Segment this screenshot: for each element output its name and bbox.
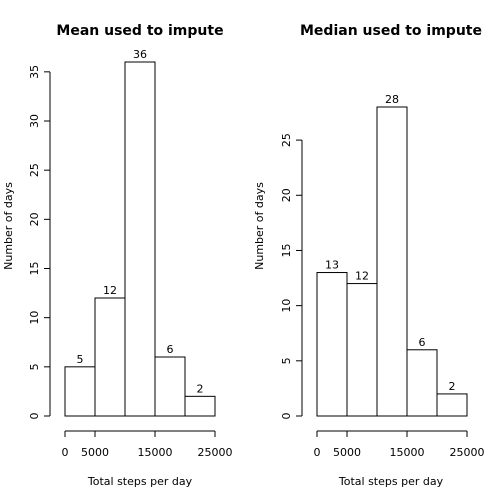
- x-tick-label: 25000: [198, 446, 233, 459]
- y-tick-label: 20: [280, 188, 293, 202]
- x-tick-label: 0: [314, 446, 321, 459]
- x-tick-label: 15000: [390, 446, 425, 459]
- histogram-bar: [316, 272, 348, 417]
- y-tick-label: 5: [280, 357, 293, 364]
- bar-data-label: 13: [325, 259, 339, 272]
- bar-data-label: 5: [77, 353, 84, 366]
- y-tick-label: 0: [28, 413, 41, 420]
- y-tick-label: 35: [28, 65, 41, 79]
- x-axis-label: Total steps per day: [87, 475, 193, 488]
- y-tick-label: 5: [28, 363, 41, 370]
- histogram-bar: [376, 106, 408, 417]
- y-tick-label: 15: [280, 243, 293, 257]
- y-axis-label: Number of days: [253, 182, 266, 270]
- y-tick-label: 20: [28, 212, 41, 226]
- mean-imputed-histogram: Mean used to impute Total steps per day …: [2, 23, 233, 488]
- bar-data-label: 12: [103, 284, 117, 297]
- y-tick-label: 25: [280, 133, 293, 147]
- y-tick-label: 30: [28, 114, 41, 128]
- y-tick-label: 25: [28, 163, 41, 177]
- histogram-bar: [346, 283, 378, 417]
- histogram-bar: [184, 395, 216, 417]
- bar-data-label: 6: [167, 343, 174, 356]
- y-tick-label: 15: [28, 262, 41, 276]
- chart-title: Median used to impute: [300, 23, 482, 39]
- bar-data-label: 12: [355, 270, 369, 283]
- histogram-bar: [436, 393, 468, 417]
- x-tick-label: 0: [62, 446, 69, 459]
- histogram-bar: [154, 356, 186, 417]
- chart-title: Mean used to impute: [56, 23, 223, 39]
- histogram-bar: [64, 366, 96, 417]
- y-axis-label: Number of days: [2, 182, 15, 270]
- x-tick-label: 25000: [450, 446, 485, 459]
- histogram-bar: [94, 297, 126, 417]
- bar-data-label: 28: [385, 93, 399, 106]
- median-imputed-histogram: Median used to impute Total steps per da…: [253, 23, 485, 488]
- histogram-bar: [406, 349, 438, 417]
- bar-data-label: 6: [419, 336, 426, 349]
- bar-data-label: 36: [133, 48, 147, 61]
- x-tick-label: 15000: [138, 446, 173, 459]
- y-tick-label: 10: [280, 299, 293, 313]
- bar-data-label: 2: [197, 382, 204, 395]
- y-tick-label: 10: [28, 311, 41, 325]
- x-axis-label: Total steps per day: [338, 475, 444, 488]
- x-tick-label: 5000: [333, 446, 361, 459]
- bar-data-label: 2: [449, 380, 456, 393]
- x-tick-label: 5000: [81, 446, 109, 459]
- y-tick-label: 0: [280, 413, 293, 420]
- histogram-bar: [124, 61, 156, 417]
